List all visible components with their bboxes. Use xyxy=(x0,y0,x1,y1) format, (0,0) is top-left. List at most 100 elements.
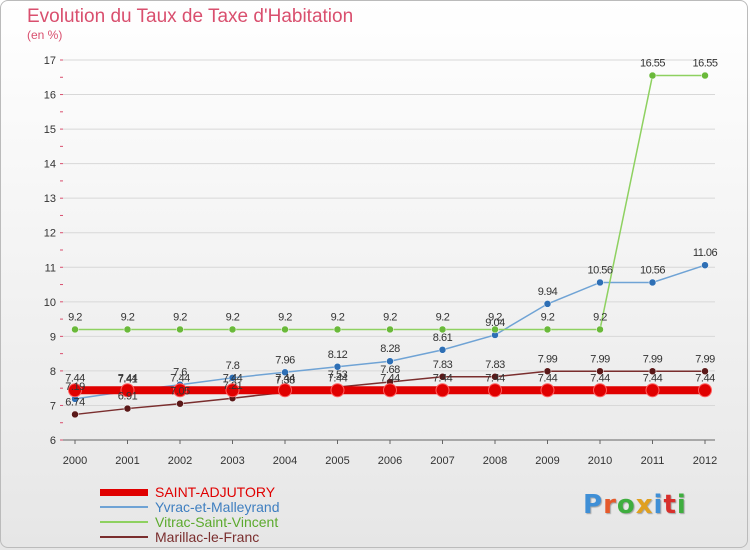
data-label: 7.44 xyxy=(328,372,348,384)
x-tick-label: 2000 xyxy=(63,455,87,467)
data-label: 16.55 xyxy=(640,58,665,70)
data-label: 7.53 xyxy=(328,369,348,381)
y-tick-label: 9 xyxy=(50,331,56,343)
data-point xyxy=(225,383,240,398)
data-point xyxy=(491,373,499,381)
x-tick-label: 2006 xyxy=(378,455,402,467)
y-tick-label: 16 xyxy=(44,90,56,102)
data-label: 7.8 xyxy=(226,360,240,372)
data-point xyxy=(228,325,237,334)
data-label: 9.2 xyxy=(541,311,555,323)
data-point xyxy=(648,278,657,287)
x-tick-label: 2004 xyxy=(273,455,297,467)
data-label: 7.44 xyxy=(65,372,85,384)
data-label: 16.55 xyxy=(692,58,717,70)
legend-swatch xyxy=(100,536,148,538)
data-point xyxy=(228,374,237,382)
data-label: 9.2 xyxy=(173,311,187,323)
x-tick-label: 2011 xyxy=(641,455,665,467)
data-label: 9.2 xyxy=(278,311,292,323)
data-point xyxy=(281,368,289,377)
data-point xyxy=(71,325,79,334)
data-label: 8.12 xyxy=(328,349,348,361)
data-label: 6.74 xyxy=(65,396,85,408)
axis-layer: 6 7 8 9 10 11 12 13 14 15 16 17 2000 2001 2002 2003 2004… xyxy=(44,55,717,467)
data-point xyxy=(701,367,709,376)
x-tick-label: 2008 xyxy=(483,455,507,467)
data-label: 7.99 xyxy=(538,353,558,365)
data-label: 9.2 xyxy=(331,311,345,323)
data-label: 11.06 xyxy=(693,247,718,259)
data-label: 6.91 xyxy=(118,391,138,403)
x-tick-label: 2010 xyxy=(588,455,612,467)
data-point xyxy=(383,383,397,398)
data-label: 7.05 xyxy=(170,386,190,398)
data-point xyxy=(333,363,342,371)
y-tick-label: 10 xyxy=(44,297,56,309)
data-point xyxy=(386,357,394,365)
data-point xyxy=(596,325,604,334)
data-point xyxy=(123,325,132,334)
x-tick-label: 2009 xyxy=(535,455,559,467)
data-point xyxy=(648,71,657,80)
chart-subtitle: (en %) xyxy=(27,28,63,42)
data-point xyxy=(435,383,450,398)
data-point xyxy=(438,325,447,334)
data-point xyxy=(438,373,447,381)
data-point xyxy=(176,325,184,334)
data-label: 9.94 xyxy=(538,286,558,298)
legend-swatch xyxy=(100,506,148,508)
data-point xyxy=(701,71,709,80)
x-tick-label: 2002 xyxy=(168,455,192,467)
data-label: 7.44 xyxy=(485,372,505,384)
data-label: 7.44 xyxy=(380,372,400,384)
data-label: 9.2 xyxy=(121,311,135,323)
data-label: 8.28 xyxy=(380,343,400,355)
y-tick-label: 14 xyxy=(44,159,56,171)
data-point xyxy=(648,367,657,376)
data-label: 9.2 xyxy=(436,311,450,323)
data-label: 7.44 xyxy=(118,372,138,384)
x-tick-label: 2012 xyxy=(693,455,717,467)
data-label: 10.56 xyxy=(640,264,665,276)
data-point xyxy=(645,383,660,398)
data-label: 7.44 xyxy=(223,372,243,384)
data-label: 7.19 xyxy=(65,381,85,393)
data-point xyxy=(491,325,499,334)
chart-title: Evolution du Taux de Taxe d'Habitation xyxy=(27,6,354,27)
data-label: 7.41 xyxy=(118,373,138,385)
data-label: 9.2 xyxy=(488,311,502,323)
data-point xyxy=(438,346,447,354)
data-point xyxy=(698,383,712,398)
data-label: 7.83 xyxy=(433,359,453,371)
series-line xyxy=(75,74,705,331)
x-tick-label: 2003 xyxy=(220,455,244,467)
data-point xyxy=(278,383,292,398)
data-point xyxy=(330,383,345,398)
data-point xyxy=(701,261,709,269)
data-label: 7.83 xyxy=(485,359,505,371)
x-tick-label: 2005 xyxy=(325,455,349,467)
y-tick-label: 17 xyxy=(44,55,56,67)
data-label: 7.44 xyxy=(590,372,610,384)
data-label: 7.68 xyxy=(380,364,400,376)
data-point xyxy=(120,383,135,398)
data-point xyxy=(71,410,79,419)
data-label: 7.21 xyxy=(223,380,243,392)
legend-label: Vitrac-Saint-Vincent xyxy=(155,514,279,530)
legend-label: Marillac-le-Franc xyxy=(155,529,260,545)
y-tick-label: 15 xyxy=(44,124,56,136)
data-label: 7.44 xyxy=(170,372,190,384)
data-label: 7.44 xyxy=(643,372,663,384)
data-label: 7.44 xyxy=(275,372,295,384)
data-label: 7.44 xyxy=(433,372,453,384)
data-point xyxy=(543,300,552,308)
data-point xyxy=(123,404,132,413)
data-label: 7.99 xyxy=(695,353,715,365)
data-point xyxy=(593,383,607,398)
x-tick-label: 2007 xyxy=(430,455,454,467)
data-label: 10.56 xyxy=(587,264,612,276)
legend-label: SAINT-ADJUTORY xyxy=(155,484,276,500)
data-point xyxy=(333,325,342,334)
